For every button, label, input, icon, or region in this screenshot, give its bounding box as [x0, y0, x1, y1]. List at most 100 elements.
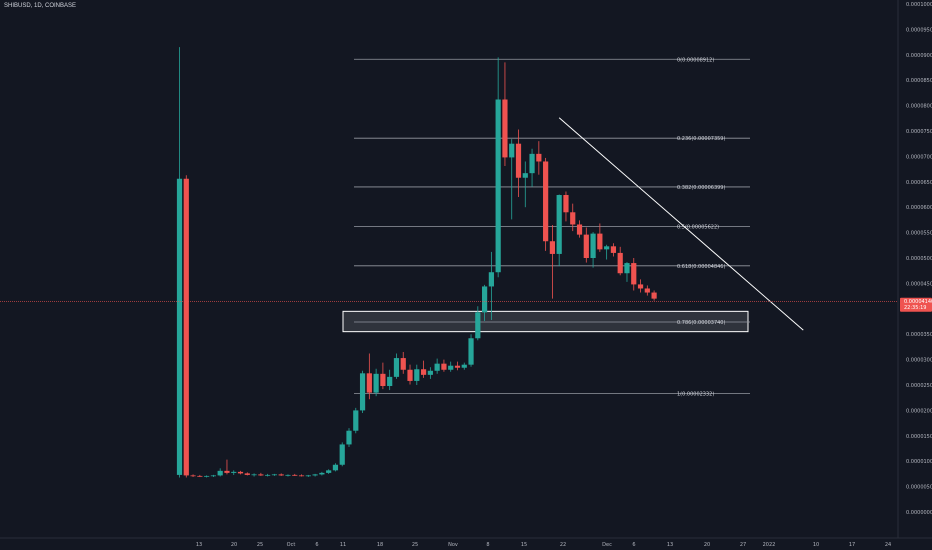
candle-up [353, 410, 359, 431]
candle-up [461, 364, 467, 368]
candle-up [590, 233, 596, 258]
candle-down [576, 224, 583, 235]
candle-down [183, 178, 189, 476]
candle-up [285, 474, 291, 476]
candle-up [468, 338, 474, 365]
candle-up [204, 475, 210, 477]
x-tick-label: Nov [448, 542, 458, 548]
x-tick-label: 24 [885, 542, 891, 548]
candle-down [563, 195, 569, 213]
candle-down [610, 246, 617, 253]
candle-down [407, 369, 413, 381]
x-tick-label: 8 [486, 542, 489, 548]
x-tick-label: 15 [521, 542, 527, 548]
candle-up [448, 365, 454, 370]
x-tick-label: 6 [315, 542, 318, 548]
candle-up [556, 195, 562, 254]
candle-up [217, 470, 223, 476]
candle-down [244, 473, 250, 475]
candle-up [251, 474, 257, 476]
x-tick-label: 25 [257, 542, 263, 548]
candle-countdown-label: 22:35:19 [904, 305, 926, 311]
candles [176, 47, 657, 478]
x-tick-label: Dec [602, 542, 612, 548]
candle-up [265, 474, 271, 476]
candle-down [190, 475, 196, 477]
candle-down [651, 292, 657, 299]
x-tick-label: 22 [560, 542, 566, 548]
candle-up [475, 312, 481, 339]
candle-up [305, 475, 311, 477]
candle-down [224, 470, 230, 473]
x-tick-label: Oct [287, 542, 296, 548]
symbol-title: SHIBUSD, 1D, COINBASE [4, 3, 77, 9]
candle-up [427, 370, 433, 375]
x-tick-label: 25 [412, 542, 418, 548]
candle-down [631, 263, 637, 285]
y-tick-label: 0.00000000 [906, 510, 932, 516]
current-price-tag [900, 297, 932, 312]
candle-down [197, 475, 203, 477]
candle-up [332, 464, 339, 471]
fib-level-label: 0.618(0.00004846) [677, 264, 725, 270]
candle-up [482, 286, 488, 313]
candle-down [400, 358, 406, 370]
candle-down [380, 373, 386, 387]
candle-down [543, 161, 549, 242]
candle-up [509, 143, 515, 158]
candle-down [597, 233, 603, 250]
candle-up [488, 272, 494, 287]
candle-down [298, 475, 305, 477]
candle-up [495, 99, 501, 273]
candle-up [231, 471, 237, 473]
fib-level-label: 0.5(0.00005622) [677, 224, 719, 230]
candle-up [359, 373, 366, 411]
candle-up [434, 363, 440, 371]
x-tick-label: 20 [231, 542, 237, 548]
candle-up [373, 373, 379, 393]
fib-retracement[interactable]: 0(0.00008912) 0.236(0.00007359) 0.382(0.00… [342, 57, 750, 398]
fib-level-label: 0.786(0.00003740) [677, 320, 725, 326]
candle-down [644, 288, 650, 293]
fib-level-label: 1(0.00002332) [677, 392, 714, 398]
x-tick-label: 6 [632, 542, 635, 548]
fib-level-label: 0(0.00008912) [677, 57, 714, 63]
candle-down [258, 474, 264, 476]
x-tick-label: 11 [340, 542, 346, 548]
candle-up [339, 444, 345, 465]
support-zone-box[interactable] [342, 310, 749, 333]
candle-up [312, 474, 318, 476]
drawings [0, 117, 898, 331]
x-tick-label: 27 [740, 542, 746, 548]
candle-up [326, 470, 332, 473]
candle-down [420, 369, 427, 375]
candle-down [292, 474, 298, 476]
fib-level-label: 0.236(0.00007359) [677, 136, 725, 142]
candle-down [536, 153, 542, 162]
candle-down [617, 252, 623, 274]
candle-up [387, 376, 393, 387]
candle-up [176, 178, 183, 475]
trend-line[interactable] [558, 117, 804, 331]
candle-up [393, 358, 400, 377]
candle-up [210, 475, 216, 477]
